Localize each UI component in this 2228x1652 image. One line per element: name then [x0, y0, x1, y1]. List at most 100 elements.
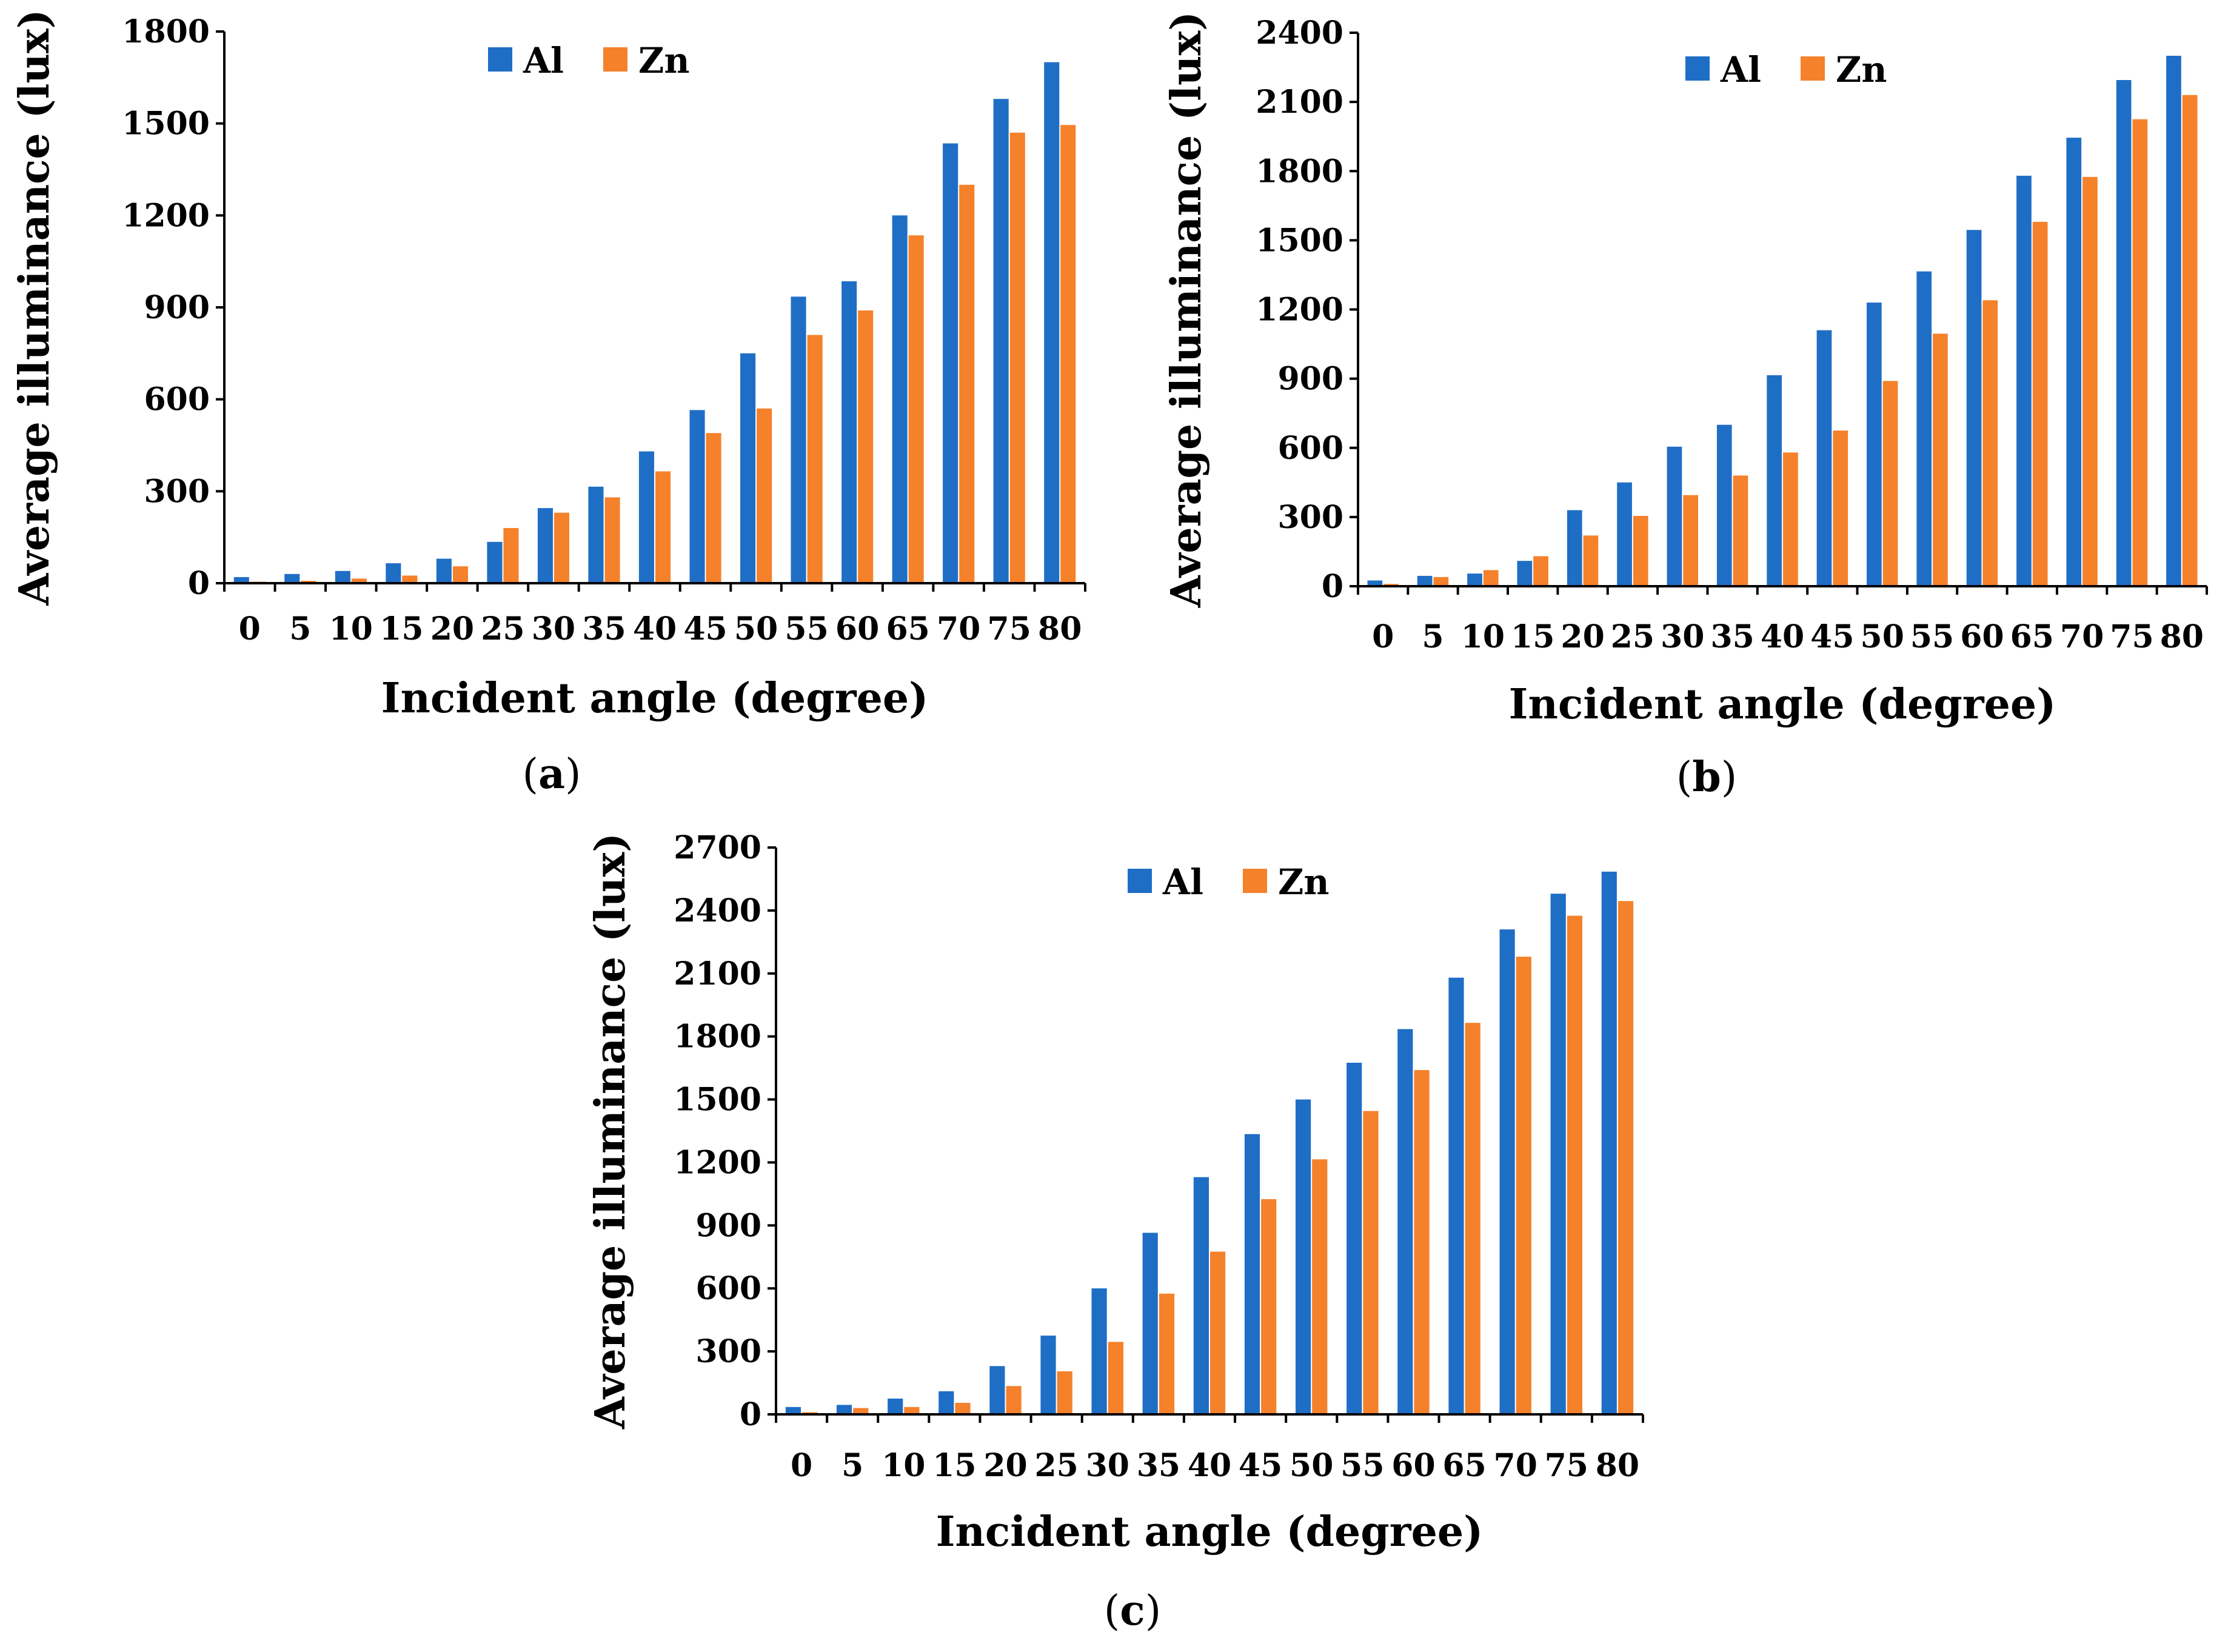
bar-zn-45 [1261, 1199, 1277, 1414]
x-tick-label: 60 [1960, 618, 2004, 655]
bar-al-10 [888, 1399, 903, 1414]
bar-al-60 [1966, 230, 1982, 586]
bar-zn-60 [1982, 300, 1998, 586]
bar-zn-15 [955, 1403, 971, 1414]
x-tick-label: 45 [1239, 1447, 1282, 1484]
bar-al-45 [1816, 330, 1832, 586]
x-axis-title: Incident angle (degree) [1509, 680, 2056, 729]
bar-al-40 [1767, 375, 1782, 586]
legend-swatch-zn [1801, 56, 1825, 81]
bar-al-55 [791, 296, 806, 583]
x-tick-label: 75 [2110, 618, 2153, 655]
x-tick-label: 10 [881, 1447, 925, 1484]
x-tick-label: 40 [1761, 618, 1804, 655]
y-tick-label: 600 [144, 381, 210, 418]
bar-zn-5 [853, 1408, 869, 1414]
bar-al-60 [841, 281, 857, 583]
bar-zn-80 [2182, 95, 2198, 586]
bar-al-5 [284, 574, 300, 583]
y-tick-label: 0 [1322, 568, 1343, 605]
bar-zn-10 [1483, 570, 1499, 586]
x-tick-label: 55 [1910, 618, 1954, 655]
legend-label-al: Al [1162, 861, 1203, 903]
x-tick-label: 75 [988, 610, 1031, 647]
x-tick-label: 45 [683, 610, 727, 647]
bar-al-35 [1716, 424, 1732, 586]
x-tick-label: 80 [1596, 1447, 1639, 1484]
x-tick-label: 30 [1086, 1447, 1129, 1484]
legend: Al Zn [1685, 49, 1887, 90]
x-tick-label: 50 [734, 610, 778, 647]
panel-label-letter: c [1120, 1587, 1145, 1635]
x-tick-label: 25 [481, 610, 524, 647]
bar-al-20 [989, 1366, 1005, 1414]
panel-label: (a) [522, 750, 581, 798]
y-axis-title: Average illuminance (lux) [586, 833, 635, 1430]
x-tick-label: 5 [289, 610, 311, 647]
bar-al-35 [1142, 1232, 1158, 1414]
bar-al-45 [689, 410, 705, 583]
y-tick-label: 2100 [674, 955, 761, 992]
x-tick-label: 0 [791, 1447, 812, 1484]
bar-zn-40 [1210, 1251, 1226, 1414]
bar-zn-45 [1833, 430, 1848, 586]
bar-zn-25 [503, 528, 519, 583]
y-axis-title: Average illuminance (lux) [1162, 12, 1211, 608]
y-tick-label: 2100 [1256, 84, 1343, 121]
y-tick-label: 1500 [1256, 222, 1343, 259]
x-tick-label: 45 [1810, 618, 1854, 655]
x-tick-label: 30 [532, 610, 575, 647]
panel-label-close-paren: ) [1145, 1587, 1162, 1635]
bar-zn-50 [757, 408, 772, 583]
y-tick-label: 600 [1277, 430, 1343, 467]
bar-al-80 [1044, 62, 1060, 584]
bar-al-80 [1601, 871, 1617, 1414]
x-tick-label: 75 [1545, 1447, 1588, 1484]
y-tick-label: 0 [188, 565, 210, 602]
bar-al-15 [938, 1391, 954, 1414]
y-tick-label: 900 [144, 289, 210, 326]
x-tick-label: 15 [1511, 618, 1554, 655]
x-tick-label: 35 [1137, 1447, 1180, 1484]
bar-al-65 [2016, 175, 2032, 586]
bar-al-70 [943, 143, 958, 583]
x-tick-label: 50 [1861, 618, 1904, 655]
legend-swatch-al [488, 47, 512, 72]
bar-zn-45 [706, 433, 721, 583]
bar-zn-20 [1583, 535, 1599, 586]
x-tick-label: 20 [983, 1447, 1027, 1484]
x-axis-title: Incident angle (degree) [381, 674, 929, 723]
legend: Al Zn [1128, 861, 1330, 903]
bar-al-25 [1040, 1336, 1056, 1414]
panel-label-letter: b [1692, 753, 1721, 801]
y-tick-label: 0 [740, 1396, 761, 1433]
panel-label-open-paren: ( [522, 751, 538, 798]
bar-al-50 [740, 353, 756, 583]
bar-zn-60 [1414, 1070, 1430, 1414]
bar-zn-40 [655, 471, 671, 583]
bar-zn-80 [1060, 125, 1076, 583]
bar-al-70 [2066, 138, 2082, 587]
bar-zn-75 [1567, 915, 1582, 1414]
bar-al-5 [1417, 575, 1433, 586]
bar-al-25 [1617, 482, 1632, 586]
bar-al-25 [487, 541, 503, 584]
bar-zn-30 [554, 512, 569, 583]
x-tick-label: 5 [1422, 618, 1444, 655]
bar-al-15 [386, 563, 401, 583]
bar-zn-25 [1633, 516, 1648, 586]
bar-zn-70 [959, 184, 975, 583]
bar-al-5 [836, 1405, 852, 1414]
legend-label-zn: Zn [638, 40, 690, 81]
legend-swatch-al [1128, 869, 1152, 893]
bar-zn-65 [1465, 1023, 1480, 1414]
bar-zn-35 [604, 497, 620, 583]
panel-label-letter: a [538, 750, 565, 798]
y-tick-label: 1200 [674, 1144, 761, 1181]
x-tick-label: 80 [1038, 610, 1082, 647]
x-tick-label: 40 [633, 610, 677, 647]
bar-zn-15 [402, 575, 418, 583]
y-tick-label: 300 [1277, 499, 1343, 536]
